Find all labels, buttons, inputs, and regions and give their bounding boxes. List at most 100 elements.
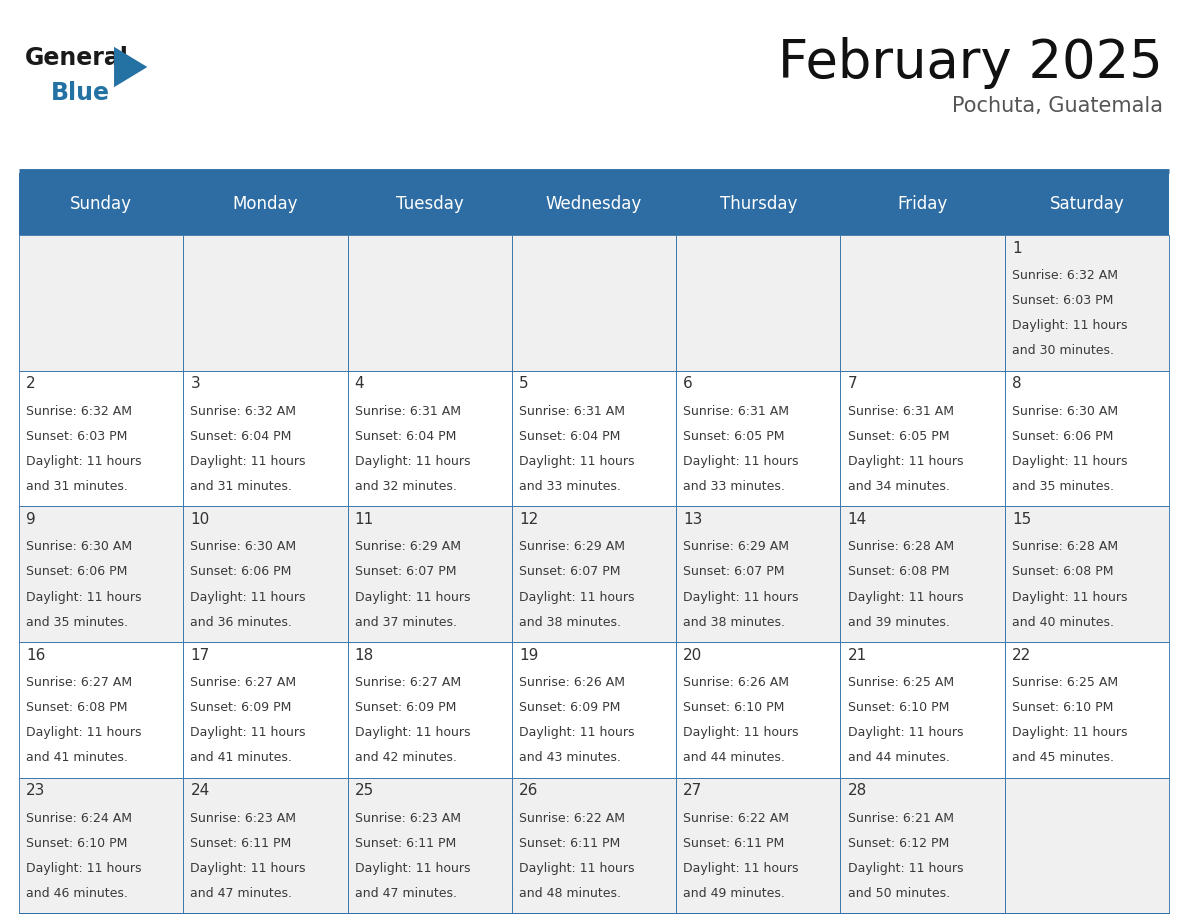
Text: Daylight: 11 hours: Daylight: 11 hours [519, 862, 634, 875]
Text: Sunrise: 6:29 AM: Sunrise: 6:29 AM [519, 541, 625, 554]
Bar [19, 642, 183, 778]
Text: Sunset: 6:11 PM: Sunset: 6:11 PM [683, 837, 784, 850]
Text: and 38 minutes.: and 38 minutes. [519, 616, 621, 629]
Text: and 44 minutes.: and 44 minutes. [683, 751, 785, 765]
Text: and 34 minutes.: and 34 minutes. [847, 480, 949, 493]
Text: Daylight: 11 hours: Daylight: 11 hours [26, 455, 141, 468]
Text: Sunrise: 6:24 AM: Sunrise: 6:24 AM [26, 812, 132, 824]
Text: Sunset: 6:05 PM: Sunset: 6:05 PM [683, 430, 785, 442]
Text: Sunset: 6:03 PM: Sunset: 6:03 PM [1012, 294, 1113, 308]
Text: Daylight: 11 hours: Daylight: 11 hours [519, 590, 634, 603]
Bar [348, 642, 512, 778]
Text: Sunset: 6:06 PM: Sunset: 6:06 PM [26, 565, 127, 578]
Text: Daylight: 11 hours: Daylight: 11 hours [26, 726, 141, 739]
Text: 13: 13 [683, 512, 702, 527]
Bar [348, 778, 512, 913]
Text: Sunset: 6:10 PM: Sunset: 6:10 PM [1012, 701, 1113, 714]
Text: Sunset: 6:04 PM: Sunset: 6:04 PM [190, 430, 292, 442]
Text: 15: 15 [1012, 512, 1031, 527]
Text: Daylight: 11 hours: Daylight: 11 hours [519, 726, 634, 739]
Text: Sunrise: 6:26 AM: Sunrise: 6:26 AM [519, 676, 625, 689]
Text: Sunrise: 6:31 AM: Sunrise: 6:31 AM [683, 405, 789, 418]
Text: 25: 25 [355, 783, 374, 799]
Text: 23: 23 [26, 783, 45, 799]
Bar [676, 778, 840, 913]
Text: Daylight: 11 hours: Daylight: 11 hours [683, 590, 798, 603]
Text: Sunday: Sunday [70, 195, 132, 213]
Text: Sunrise: 6:31 AM: Sunrise: 6:31 AM [519, 405, 625, 418]
Bar [840, 507, 1005, 642]
Text: Daylight: 11 hours: Daylight: 11 hours [26, 862, 141, 875]
Text: 14: 14 [847, 512, 867, 527]
Bar [840, 642, 1005, 778]
Bar [19, 507, 183, 642]
Text: Sunset: 6:10 PM: Sunset: 6:10 PM [847, 701, 949, 714]
Text: Sunrise: 6:31 AM: Sunrise: 6:31 AM [355, 405, 461, 418]
Text: and 33 minutes.: and 33 minutes. [519, 480, 621, 493]
Text: Daylight: 11 hours: Daylight: 11 hours [519, 455, 634, 468]
Text: Sunrise: 6:26 AM: Sunrise: 6:26 AM [683, 676, 789, 689]
Text: 17: 17 [190, 647, 209, 663]
Text: 5: 5 [519, 376, 529, 391]
Text: and 32 minutes.: and 32 minutes. [355, 480, 456, 493]
Text: and 40 minutes.: and 40 minutes. [1012, 616, 1114, 629]
Text: Sunrise: 6:25 AM: Sunrise: 6:25 AM [1012, 676, 1118, 689]
Text: 18: 18 [355, 647, 374, 663]
Text: Sunset: 6:08 PM: Sunset: 6:08 PM [1012, 565, 1113, 578]
Text: Sunrise: 6:23 AM: Sunrise: 6:23 AM [190, 812, 297, 824]
Text: Sunrise: 6:30 AM: Sunrise: 6:30 AM [1012, 405, 1118, 418]
Text: Sunrise: 6:25 AM: Sunrise: 6:25 AM [847, 676, 954, 689]
Text: Sunrise: 6:32 AM: Sunrise: 6:32 AM [1012, 269, 1118, 282]
Text: Sunrise: 6:23 AM: Sunrise: 6:23 AM [355, 812, 461, 824]
Text: Daylight: 11 hours: Daylight: 11 hours [1012, 726, 1127, 739]
Text: Sunrise: 6:28 AM: Sunrise: 6:28 AM [1012, 541, 1118, 554]
Text: 11: 11 [355, 512, 374, 527]
Bar [1005, 642, 1169, 778]
Bar [19, 778, 183, 913]
Text: and 44 minutes.: and 44 minutes. [847, 751, 949, 765]
Bar [512, 371, 676, 507]
Text: 19: 19 [519, 647, 538, 663]
Bar [1005, 371, 1169, 507]
Text: Daylight: 11 hours: Daylight: 11 hours [847, 726, 963, 739]
Text: Sunset: 6:12 PM: Sunset: 6:12 PM [847, 837, 949, 850]
Text: Sunrise: 6:29 AM: Sunrise: 6:29 AM [355, 541, 461, 554]
Text: Daylight: 11 hours: Daylight: 11 hours [683, 862, 798, 875]
Bar [348, 173, 512, 235]
Text: Daylight: 11 hours: Daylight: 11 hours [1012, 319, 1127, 332]
Text: Sunrise: 6:31 AM: Sunrise: 6:31 AM [847, 405, 954, 418]
Bar [1005, 507, 1169, 642]
Bar [183, 173, 348, 235]
Bar [348, 371, 512, 507]
Text: and 41 minutes.: and 41 minutes. [190, 751, 292, 765]
Text: Sunset: 6:09 PM: Sunset: 6:09 PM [190, 701, 292, 714]
Text: Sunset: 6:10 PM: Sunset: 6:10 PM [683, 701, 784, 714]
Text: 28: 28 [847, 783, 867, 799]
Text: Daylight: 11 hours: Daylight: 11 hours [190, 862, 307, 875]
Bar [676, 642, 840, 778]
Text: Friday: Friday [897, 195, 948, 213]
Text: Sunrise: 6:22 AM: Sunrise: 6:22 AM [683, 812, 789, 824]
Bar [183, 507, 348, 642]
Text: and 31 minutes.: and 31 minutes. [26, 480, 128, 493]
Text: and 50 minutes.: and 50 minutes. [847, 887, 949, 900]
Text: Sunrise: 6:32 AM: Sunrise: 6:32 AM [26, 405, 132, 418]
Bar [676, 507, 840, 642]
Text: Thursday: Thursday [720, 195, 797, 213]
Text: Daylight: 11 hours: Daylight: 11 hours [355, 726, 470, 739]
Text: Sunrise: 6:32 AM: Sunrise: 6:32 AM [190, 405, 297, 418]
Bar [348, 507, 512, 642]
Text: and 39 minutes.: and 39 minutes. [847, 616, 949, 629]
Bar [840, 173, 1005, 235]
Text: Sunrise: 6:22 AM: Sunrise: 6:22 AM [519, 812, 625, 824]
Text: 16: 16 [26, 647, 45, 663]
Bar [512, 235, 676, 371]
Text: Sunset: 6:11 PM: Sunset: 6:11 PM [190, 837, 292, 850]
Text: Tuesday: Tuesday [396, 195, 463, 213]
Bar [512, 173, 676, 235]
Bar [512, 507, 676, 642]
Text: Sunset: 6:10 PM: Sunset: 6:10 PM [26, 837, 127, 850]
Bar [183, 371, 348, 507]
Text: 12: 12 [519, 512, 538, 527]
Text: Sunset: 6:07 PM: Sunset: 6:07 PM [683, 565, 785, 578]
